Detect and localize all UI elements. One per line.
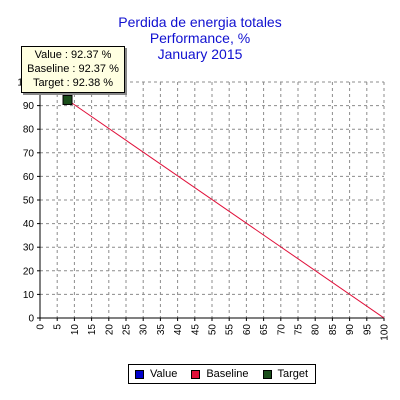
- x-tick-label-90: 90: [345, 324, 356, 336]
- tooltip-baseline: Baseline : 92.37 %: [22, 62, 124, 76]
- legend-label-baseline: Baseline: [206, 368, 248, 380]
- x-tick-label-0: 0: [36, 324, 47, 330]
- y-tick-label-10: 10: [23, 290, 35, 301]
- x-tick-label-20: 20: [104, 324, 115, 336]
- y-tick-label-30: 30: [23, 243, 35, 254]
- x-tick-label-85: 85: [328, 324, 339, 336]
- legend-swatch-baseline: [191, 370, 200, 379]
- x-tick-label-95: 95: [362, 324, 373, 336]
- x-tick-label-65: 65: [259, 324, 270, 336]
- legend-label-value: Value: [150, 368, 177, 380]
- legend-item-target[interactable]: Target: [263, 368, 309, 380]
- x-tick-label-35: 35: [156, 324, 167, 336]
- y-tick-label-50: 50: [23, 196, 35, 207]
- x-tick-label-45: 45: [190, 324, 201, 336]
- x-tick-label-75: 75: [294, 324, 305, 336]
- data-tooltip: Value : 92.37 % Baseline : 92.37 % Targe…: [21, 46, 125, 93]
- x-tick-label-30: 30: [139, 324, 150, 336]
- y-tick-label-40: 40: [23, 219, 35, 230]
- y-tick-label-60: 60: [23, 172, 35, 183]
- x-tick-label-55: 55: [225, 324, 236, 336]
- y-tick-label-20: 20: [23, 266, 35, 277]
- tooltip-target: Target : 92.38 %: [22, 76, 124, 90]
- x-tick-label-80: 80: [311, 324, 322, 336]
- y-tick-label-80: 80: [23, 125, 35, 136]
- x-tick-label-15: 15: [87, 324, 98, 336]
- legend-item-baseline[interactable]: Baseline: [191, 368, 248, 380]
- tooltip-value: Value : 92.37 %: [22, 48, 124, 62]
- x-tick-label-40: 40: [173, 324, 184, 336]
- x-tick-label-60: 60: [242, 324, 253, 336]
- y-tick-label-90: 90: [23, 101, 35, 112]
- legend-swatch-value: [135, 370, 144, 379]
- y-tick-label-0: 0: [28, 314, 34, 325]
- legend-item-value[interactable]: Value: [135, 368, 177, 380]
- x-tick-label-70: 70: [276, 324, 287, 336]
- x-tick-label-100: 100: [380, 324, 391, 341]
- legend-swatch-target: [263, 370, 272, 379]
- series-point-target-0: [63, 95, 72, 104]
- x-tick-label-5: 5: [53, 324, 64, 330]
- x-tick-label-50: 50: [208, 324, 219, 336]
- y-tick-label-70: 70: [23, 148, 35, 159]
- x-tick-label-25: 25: [122, 324, 133, 336]
- legend-label-target: Target: [278, 368, 309, 380]
- x-tick-label-10: 10: [70, 324, 81, 336]
- legend: Value Baseline Target: [128, 364, 316, 384]
- series-line-baseline: [68, 100, 384, 318]
